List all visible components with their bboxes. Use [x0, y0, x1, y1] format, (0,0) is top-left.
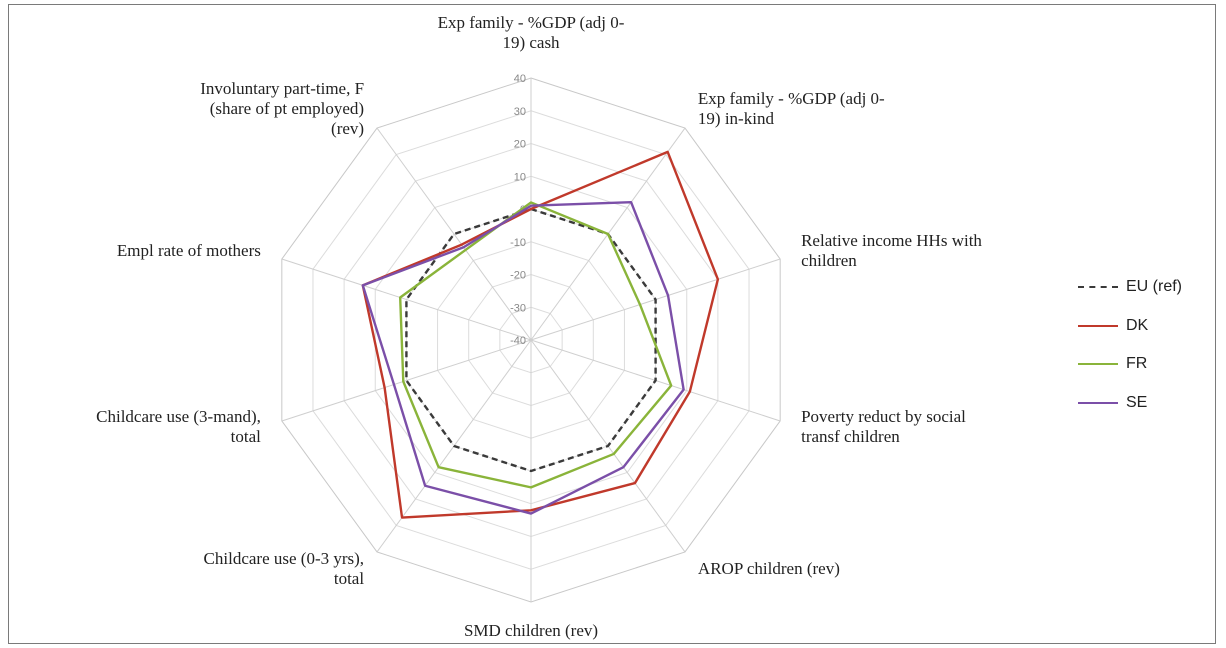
- legend-item: SE: [1078, 384, 1218, 423]
- axis-label: Empl rate of mothers: [117, 241, 261, 260]
- legend-label: SE: [1126, 393, 1148, 411]
- legend-swatch: [1078, 324, 1118, 327]
- axis-label: Relative income HHs with: [801, 231, 982, 250]
- axis-label: (rev): [331, 119, 364, 138]
- legend-label: EU (ref): [1126, 278, 1182, 296]
- axis-label: (share of pt employed): [210, 99, 364, 118]
- axis-label: 19) in-kind: [698, 109, 775, 128]
- tick-label: -40: [510, 335, 526, 347]
- axis-spoke: [281, 258, 532, 341]
- tick-label: 20: [514, 139, 526, 151]
- axis-label: total: [334, 569, 364, 588]
- series-se: [361, 201, 685, 515]
- legend-swatch: [1078, 286, 1118, 289]
- axis-spoke: [281, 339, 532, 422]
- tick-label: -10: [510, 237, 526, 249]
- axis-label: children: [801, 251, 857, 270]
- axis-label: total: [231, 427, 261, 446]
- axis-label: Exp family - %GDP (adj 0-: [438, 13, 625, 32]
- legend-item: DK: [1078, 307, 1218, 346]
- axis-label: Childcare use (3-mand),: [96, 407, 261, 426]
- legend-swatch: [1078, 363, 1118, 366]
- legend-label: FR: [1126, 355, 1148, 373]
- tick-label: 10: [514, 171, 526, 183]
- axis-spoke: [376, 127, 532, 341]
- tick-label: 40: [514, 73, 526, 85]
- series-fr: [398, 201, 673, 489]
- legend: EU (ref) DK FR SE: [1078, 268, 1218, 422]
- tick-label: -20: [510, 270, 526, 282]
- axis-label: AROP children (rev): [698, 559, 840, 578]
- axis-label: Poverty reduct by social: [801, 407, 966, 426]
- legend-item: FR: [1078, 345, 1218, 384]
- series-eu-ref: [405, 207, 657, 473]
- tick-label: -30: [510, 302, 526, 314]
- legend-label: DK: [1126, 316, 1149, 334]
- axis-label: Childcare use (0-3 yrs),: [204, 549, 365, 568]
- radar-series: [361, 150, 720, 519]
- legend-swatch: [1078, 401, 1118, 404]
- axis-label: Involuntary part-time, F: [200, 79, 364, 98]
- axis-label: Exp family - %GDP (adj 0-: [698, 89, 885, 108]
- tick-label: 30: [514, 106, 526, 118]
- axis-label: SMD children (rev): [464, 621, 598, 640]
- chart-frame: [8, 4, 1216, 644]
- axis-label: 19) cash: [502, 33, 560, 52]
- axis-label: transf children: [801, 427, 900, 446]
- legend-item: EU (ref): [1078, 268, 1218, 307]
